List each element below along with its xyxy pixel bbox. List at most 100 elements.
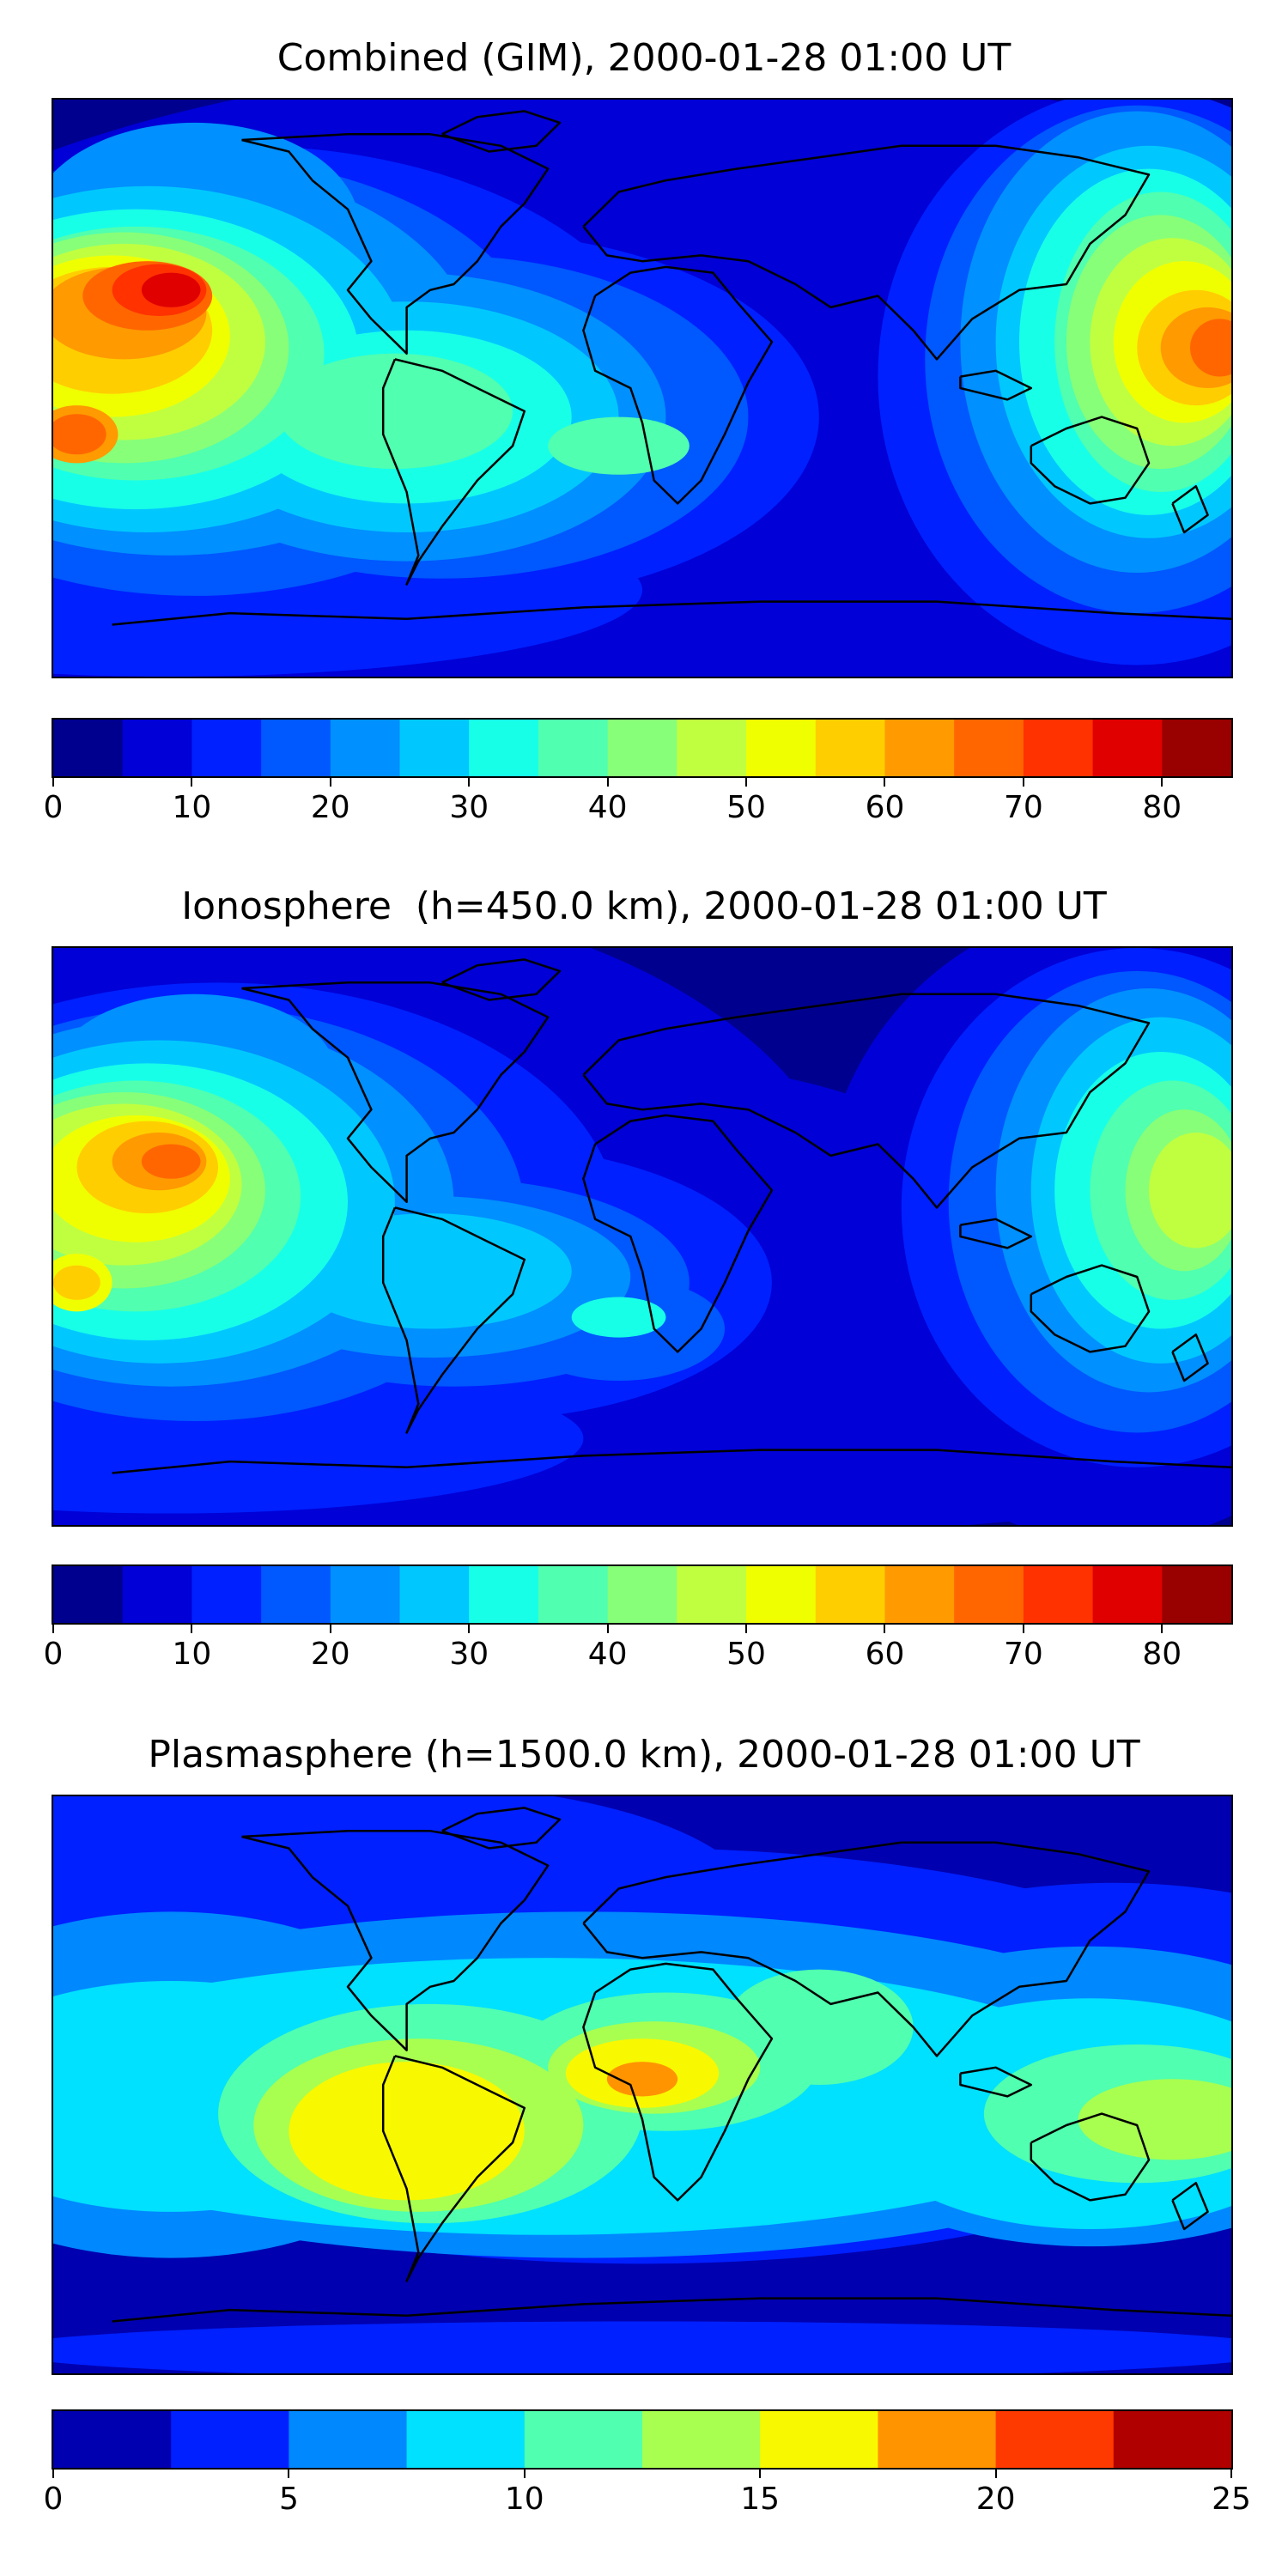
field-level	[1078, 2079, 1231, 2160]
field-level	[571, 1297, 666, 1338]
colorbar-bin	[538, 1566, 609, 1623]
colorbar-tick-label: 30	[449, 1637, 489, 1672]
field-level	[141, 272, 201, 307]
field-level	[289, 1213, 572, 1329]
colorbar-tickmark	[468, 1625, 471, 1633]
colorbar-bin	[954, 1566, 1024, 1623]
colorbar-bin	[261, 1566, 331, 1623]
colorbar-tickmark	[759, 2470, 762, 2478]
colorbar-bin	[469, 720, 539, 776]
map-plasmasphere	[52, 1795, 1233, 2375]
colorbar-bin	[53, 2411, 172, 2468]
colorbar-bin	[1023, 1566, 1094, 1623]
colorbar-bin	[53, 1566, 124, 1623]
colorbar-tick-label: 80	[1142, 790, 1182, 825]
coastline	[959, 1218, 1033, 1249]
coastline	[959, 2066, 1033, 2098]
colorbar-tickmark	[745, 1625, 748, 1633]
colorbar-tickmark	[191, 1625, 193, 1633]
colorbar-bin	[607, 1566, 677, 1623]
colorbar-bins-plasmasphere	[53, 2411, 1231, 2468]
colorbar-bin	[289, 2411, 408, 2468]
colorbar-bin	[815, 720, 885, 776]
coastline	[582, 265, 774, 505]
colorbar-bin	[815, 1566, 885, 1623]
coastline	[441, 1807, 562, 1850]
colorbar-tickmark	[994, 2470, 997, 2478]
colorbar-bin	[642, 2411, 761, 2468]
colorbar-bin	[122, 1566, 192, 1623]
colorbar-bin	[878, 2411, 997, 2468]
colorbar-tick-label: 80	[1142, 1637, 1182, 1672]
colorbar-tick-label: 20	[310, 1637, 350, 1672]
heatmap-ionosphere	[53, 948, 1231, 1525]
coastline	[441, 110, 562, 153]
field-level	[606, 2062, 678, 2097]
colorbar-bin	[1092, 720, 1163, 776]
colorbar-tickmark	[329, 778, 331, 787]
colorbar-tickmark	[1022, 1625, 1024, 1633]
panel-title-combined: Combined (GIM), 2000-01-28 01:00 UT	[276, 36, 1012, 80]
colorbar-bin	[122, 720, 192, 776]
colorbar-tick-label: 70	[1003, 790, 1043, 825]
coastline	[381, 1206, 526, 1434]
colorbar-tickmark	[52, 778, 54, 787]
colorbar-tickmark	[329, 1625, 331, 1633]
colorbar-tickmark	[1161, 1625, 1163, 1633]
colorbar-bin	[261, 720, 331, 776]
colorbar-bin	[746, 1566, 817, 1623]
map-ionosphere	[52, 946, 1233, 1527]
colorbar-tick-label: 0	[43, 1637, 64, 1672]
colorbar-tick-label: 25	[1212, 2482, 1251, 2517]
coastline	[1030, 416, 1151, 505]
colorbar-bins-ionosphere	[53, 1566, 1231, 1623]
panel-title-plasmasphere: Plasmasphere (h=1500.0 km), 2000-01-28 0…	[148, 1733, 1140, 1777]
colorbar-tick-label: 5	[278, 2482, 299, 2517]
colorbar-bin	[1023, 720, 1094, 776]
colorbar-bin	[954, 720, 1024, 776]
colorbar-tick-label: 0	[43, 790, 64, 825]
colorbar-bin	[1162, 720, 1231, 776]
colorbar-bin	[1162, 1566, 1231, 1623]
field-level	[276, 353, 513, 470]
colorbar-tickmark	[1161, 778, 1163, 787]
colorbar-tick-label: 70	[1003, 1637, 1043, 1672]
colorbar-tick-label: 60	[865, 790, 905, 825]
colorbar-bin	[469, 1566, 539, 1623]
coastline	[1171, 484, 1209, 534]
coastline	[1171, 2181, 1209, 2231]
coastline	[381, 358, 526, 586]
field-level	[289, 2062, 525, 2201]
colorbar-tickmark	[606, 1625, 609, 1633]
coastline	[441, 958, 562, 1001]
map-combined	[52, 98, 1233, 678]
heatmap-plasmasphere	[53, 1796, 1231, 2373]
colorbar-tick-label: 20	[310, 790, 350, 825]
colorbar-tick-label: 20	[975, 2482, 1016, 2517]
colorbar-bin	[53, 720, 124, 776]
colorbar-tick-label: 10	[172, 1637, 212, 1672]
colorbar-tickmark	[884, 1625, 886, 1633]
colorbar-tickmark	[52, 2470, 54, 2478]
field-level	[548, 416, 690, 475]
coastline	[1030, 2112, 1151, 2202]
colorbar-bin	[995, 2411, 1115, 2468]
heatmap-combined	[53, 100, 1231, 677]
colorbar-bin	[406, 2411, 526, 2468]
colorbar-tick-label: 40	[587, 790, 628, 825]
colorbar-bin	[1113, 2411, 1231, 2468]
coastline	[1171, 1333, 1209, 1382]
coastline	[582, 1114, 774, 1353]
colorbar-combined	[52, 718, 1233, 778]
field-level	[141, 1144, 201, 1179]
field-level	[53, 2321, 1231, 2373]
colorbar-bins-combined	[53, 720, 1231, 776]
field-level	[1189, 319, 1231, 377]
coastline	[582, 993, 1151, 1209]
colorbar-tickmark	[468, 778, 471, 787]
colorbar-tick-label: 0	[43, 2482, 64, 2517]
colorbar-bin	[677, 1566, 747, 1623]
colorbar-bin	[677, 720, 747, 776]
colorbar-tick-label: 15	[740, 2482, 781, 2517]
colorbar-tickmark	[288, 2470, 290, 2478]
